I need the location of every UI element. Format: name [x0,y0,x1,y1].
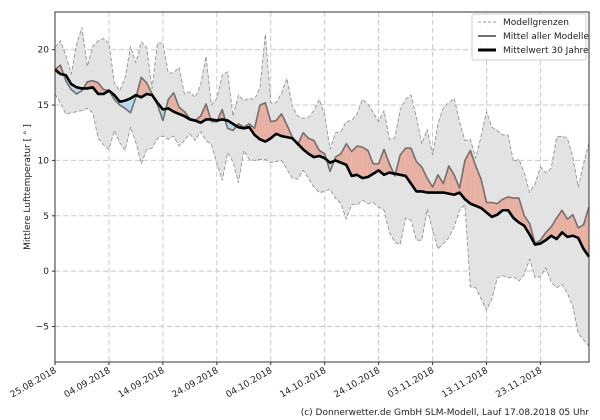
climate-mean-line [54,68,591,258]
anomaly-warm-segment [464,150,471,204]
x-axis: 25.08.2018 04.09.2018 14.09.2018 24.09.2018… [9,362,544,400]
x-tick-label: 04.10.2018 [225,366,275,401]
anomaly-warm-segment [491,202,498,217]
anomaly-warm-segment [346,143,352,176]
anomaly-warm-segment [281,113,287,138]
legend-label-range: Modellgrenzen [503,18,569,28]
model-range-area [55,27,589,347]
anomaly-warm-segment [378,149,385,175]
legend-label-climate: Mittelwert 30 Jahre [503,46,589,56]
anomaly-warm-segment [578,224,584,250]
anomaly-warm-segment [583,206,589,257]
legend: Modellgrenzen Mittel aller Modelle Mitte… [471,13,589,61]
model-range-band [55,27,589,347]
anomaly-warm-segment [421,167,428,193]
anomaly-warm-segment [513,198,519,223]
legend-box [471,13,587,61]
anomaly-warm-segment [362,147,368,179]
x-tick-label: 24.10.2018 [333,366,383,401]
anomaly-warm-segment [405,148,411,184]
x-tick-label: 23.11.2018 [494,366,544,401]
anomaly-warm-segment [357,146,363,179]
anomaly-warm-segment [572,214,579,238]
x-tick-label: 03.11.2018 [386,366,436,401]
series-lines [54,27,591,347]
x-tick-label: 24.09.2018 [171,366,221,401]
x-tick-label: 13.11.2018 [440,366,490,401]
legend-label-model: Mittel aller Modelle [503,32,589,42]
anomaly-warm-segment [502,196,509,211]
anomaly-warm-segment [551,218,557,240]
plot-frame [54,11,590,363]
y-axis-label: Mittlere Lufttemperatur [ ° ] [23,124,33,250]
anomaly-warm-segment [384,149,390,175]
anomaly-warm-segment [508,196,514,219]
anomaly-warm-segment [308,138,314,158]
anomaly-warm-segment [416,161,422,192]
anomaly-warm-segment [367,150,374,178]
y-tick-label: 15 [38,101,49,111]
y-tick-label: 5 [43,212,49,222]
y-axis: −5 0 5 10 15 20 [36,46,55,333]
anomaly-warm-segment [351,146,358,176]
anomaly-warm-segment [340,143,347,165]
y-tick-label: 0 [43,267,49,277]
upper-bound-line [54,27,590,193]
x-tick-label: 25.08.2018 [9,366,59,401]
y-tick-label: −5 [36,323,49,333]
anomaly-warm-segment [168,92,174,112]
y-tick-label: 10 [38,156,50,166]
anomaly-warm-segment [567,214,573,237]
lower-bound-line [54,93,590,347]
y-tick-label: 20 [38,46,50,56]
anomaly-warm-segment [259,102,266,142]
x-tick-label: 14.10.2018 [279,366,329,401]
anomaly-warm-segment [265,102,271,142]
model-mean-line [54,64,590,245]
x-tick-label: 04.09.2018 [63,366,113,401]
anomaly-warm-segment [437,174,444,193]
anomaly-warm-segment [400,148,406,176]
x-tick-label: 14.09.2018 [117,366,167,401]
footer-credit: (c) Donnerwetter.de GmbH SLM-Modell, Lau… [301,408,590,418]
